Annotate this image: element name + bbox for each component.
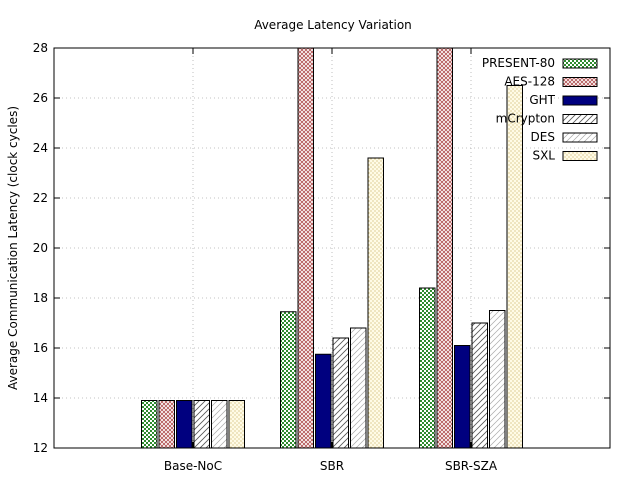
y-tick-label: 28 — [33, 41, 48, 55]
bar-present-80-sbr-sza — [419, 287, 436, 449]
y-tick-label: 16 — [33, 341, 48, 355]
bar-des-sbr — [350, 327, 367, 449]
bar-sxl-sbr — [367, 157, 384, 449]
y-tick-label: 22 — [33, 191, 48, 205]
bar-sxl-base-noc — [228, 400, 245, 449]
legend-swatch — [562, 151, 598, 161]
legend-swatch — [562, 132, 598, 143]
legend-swatch — [562, 58, 598, 69]
bar-ght-base-noc — [176, 400, 193, 449]
legend-label: GHT — [529, 93, 555, 107]
y-tick-label: 26 — [33, 91, 48, 105]
bar-des-sbr-sza — [489, 310, 506, 449]
bar-des-base-noc — [211, 400, 228, 449]
bar-aes-128-base-noc — [158, 400, 175, 449]
y-tick-label: 18 — [33, 291, 48, 305]
bar-mcrypton-sbr — [332, 337, 349, 449]
bar-mcrypton-sbr-sza — [471, 322, 488, 449]
x-tick-label: SBR-SZA — [445, 459, 498, 473]
tick-labels: 12 14 16 18 20 22 24 26 28 Base-NoC SBR SBR-SZA — [33, 41, 610, 473]
chart-title: Average Latency Variation — [254, 18, 412, 32]
bar-aes-128-sbr-sza — [436, 47, 453, 449]
y-tick-label: 14 — [33, 391, 48, 405]
bars — [141, 47, 523, 449]
y-tick-label: 24 — [33, 141, 48, 155]
bar-ght-sbr — [315, 353, 332, 449]
legend-label: DES — [531, 130, 555, 144]
legend-swatch — [562, 95, 598, 106]
x-tick-label: Base-NoC — [164, 459, 222, 473]
bar-present-80-sbr — [280, 311, 297, 449]
legend-swatch — [562, 77, 598, 87]
x-tick-label: SBR — [320, 459, 344, 473]
y-tick-label: 20 — [33, 241, 48, 255]
bar-sxl-sbr-sza — [506, 85, 523, 449]
legend-swatch — [562, 114, 598, 124]
legend-label: AES-128 — [504, 75, 555, 89]
bar-present-80-base-noc — [141, 400, 158, 449]
y-tick-label: 12 — [33, 441, 48, 455]
legend-label: mCrypton — [496, 112, 555, 126]
legend-label: PRESENT-80 — [482, 56, 555, 70]
legend: PRESENT-80 AES-128 GHT mCrypton DES SXL — [482, 56, 598, 163]
bar-mcrypton-base-noc — [193, 400, 210, 449]
bar-aes-128-sbr — [297, 47, 314, 449]
y-axis-label: Average Communication Latency (clock cyc… — [6, 106, 20, 390]
bar-ght-sbr-sza — [454, 345, 471, 449]
grid-lines — [54, 48, 610, 448]
legend-label: SXL — [532, 149, 555, 163]
